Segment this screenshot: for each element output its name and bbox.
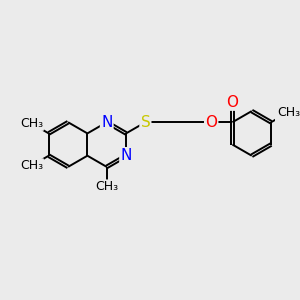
Text: N: N xyxy=(101,115,112,130)
Text: CH₃: CH₃ xyxy=(20,117,43,130)
Text: CH₃: CH₃ xyxy=(20,159,43,172)
Text: N: N xyxy=(120,148,132,163)
Text: O: O xyxy=(226,95,238,110)
Text: CH₃: CH₃ xyxy=(277,106,300,119)
Text: CH₃: CH₃ xyxy=(95,181,118,194)
Text: S: S xyxy=(140,115,150,130)
Text: O: O xyxy=(205,115,217,130)
